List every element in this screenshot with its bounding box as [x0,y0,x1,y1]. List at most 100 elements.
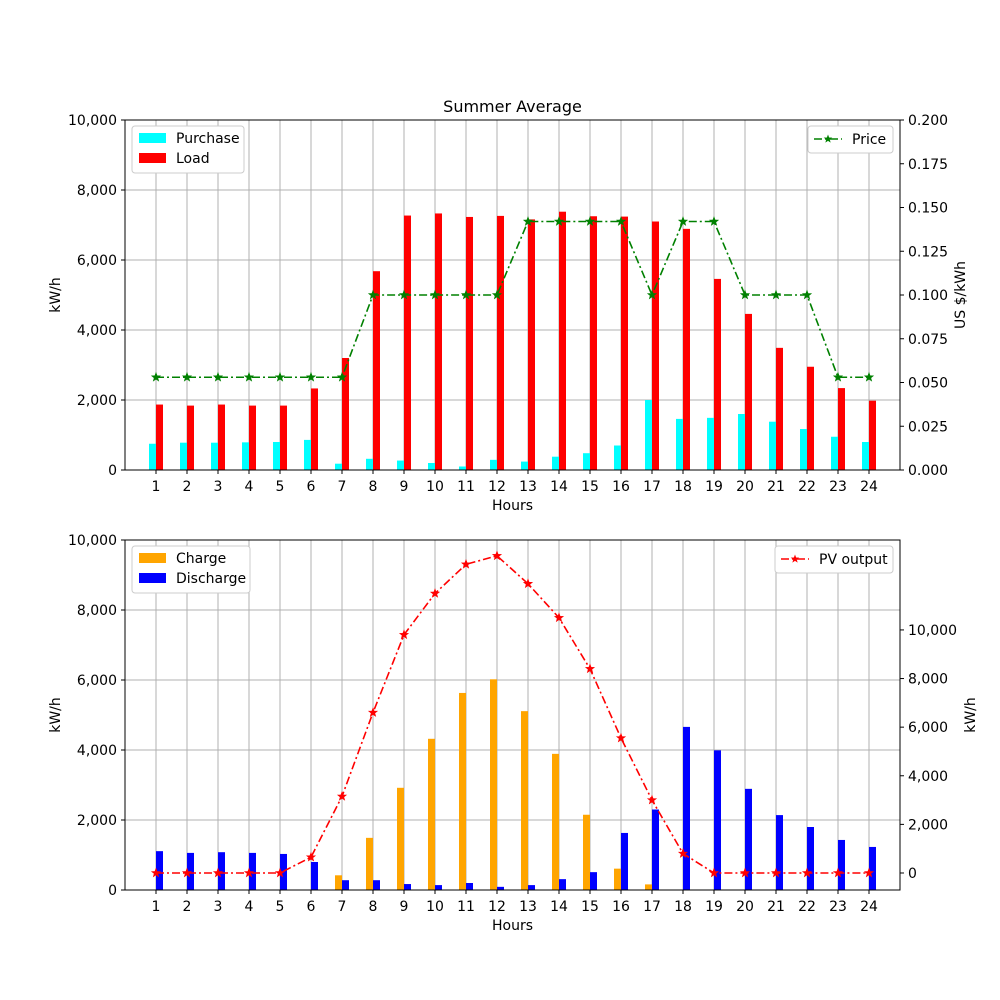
bar-load [714,278,721,470]
x-tick-label: 2 [183,899,192,915]
legend-marker [790,554,800,563]
x-tick-label: 4 [245,479,254,495]
point-price [677,216,689,226]
x-axis-ticks: 1 2 3 4 5 6 7 8 9 10 11 12 13 14 15 16 17 18 19 20 21 22 23 24 [152,470,878,495]
bar-discharge [776,815,783,890]
x-tick-label: 2 [183,479,192,495]
bar-discharge [342,880,349,890]
legend-marker [823,134,833,143]
point-pv-output [181,867,193,878]
point-pv-output [708,867,720,878]
point-price [801,289,813,300]
x-tick-label: 7 [338,899,347,915]
bar-load [342,358,349,470]
point-pv-output [491,550,503,561]
bar-charge [645,884,652,890]
legend-left: Charge Discharge [131,545,251,594]
bar-discharge [497,886,504,890]
bar-load [249,405,256,470]
point-price [243,371,255,382]
bar-discharge [621,832,628,890]
point-price [305,371,317,382]
point-pv-output [646,794,658,805]
x-axis-label: Hours [492,918,533,934]
point-price [181,371,193,382]
plot-frame [124,539,901,891]
x-tick-label: 16 [612,479,630,495]
x-tick-label: 18 [674,899,692,915]
bar-purchase [707,417,714,470]
point-pv-output [398,629,410,640]
bar-charge [366,837,373,890]
x-tick-label: 10 [426,899,444,915]
series-price [150,216,875,382]
y2-tick-label: 0.075 [908,332,948,348]
point-price [863,371,875,382]
line-price [156,220,869,379]
point-price [274,371,286,382]
legend-right: PV output [774,545,894,574]
bar-discharge [156,851,163,890]
point-price [460,289,472,300]
y2-tick-label: 0.000 [908,463,948,479]
y2-tick-label: 0.150 [908,201,948,217]
point-pv-output [212,867,224,878]
legend-right: Price [807,125,894,154]
bar-charge [552,753,559,890]
point-price [150,371,162,382]
x-tick-label: 22 [798,899,816,915]
bar-purchase [490,459,497,470]
legend-entry: Discharge [176,571,246,587]
bar-load [187,405,194,470]
bar-purchase [180,442,187,470]
chart-title: Summer Average [443,97,582,116]
point-pv-output [770,867,782,878]
bar-purchase [831,436,838,470]
bar-purchase [583,453,590,470]
bar-purchase [769,421,776,470]
bar-load [311,388,318,470]
x-tick-label: 22 [798,479,816,495]
x-tick-label: 3 [214,899,223,915]
bar-discharge [404,884,411,890]
bar-load [683,228,690,470]
legend-left: Purchase Load [131,125,245,174]
chart-panel-1: 1 2 3 4 5 6 7 8 9 10 11 12 13 14 15 16 17 18 19 20 21 22 23 240… [48,97,969,514]
x-tick-label: 11 [457,479,475,495]
series-charge [335,679,652,890]
bar-purchase [366,458,373,470]
point-pv-output [677,848,689,858]
bar-discharge [466,883,473,890]
bar-load [869,400,876,470]
bar-load [590,216,597,470]
x-tick-label: 1 [152,899,161,915]
x-tick-label: 13 [519,479,537,495]
point-pv-output [243,867,255,878]
bar-charge [521,711,528,890]
x-tick-label: 13 [519,899,537,915]
x-tick-label: 10 [426,479,444,495]
point-price [336,371,348,382]
bar-purchase [304,439,311,470]
bar-discharge [435,885,442,890]
x-axis-ticks: 1 2 3 4 5 6 7 8 9 10 11 12 13 14 15 16 17 18 19 20 21 22 23 24 [152,890,878,915]
bar-purchase [149,443,156,470]
x-tick-label: 8 [369,479,378,495]
x-tick-label: 17 [643,479,661,495]
x-tick-label: 4 [245,899,254,915]
x-tick-label: 18 [674,479,692,495]
bar-discharge [590,872,597,890]
y2-axis-label: kW/h [963,697,979,733]
legend-swatch [139,153,166,163]
bar-discharge [838,839,845,890]
point-price [615,216,627,226]
bar-load [404,215,411,470]
y2-axis-label: US $/kWh [953,261,969,329]
y-tick-label: 0 [108,463,117,479]
bar-load [745,313,752,470]
y2-tick-label: 0.025 [908,419,948,435]
series-purchase [149,400,869,470]
point-pv-output [553,612,565,623]
bar-purchase [862,442,869,470]
bar-purchase [645,400,652,470]
